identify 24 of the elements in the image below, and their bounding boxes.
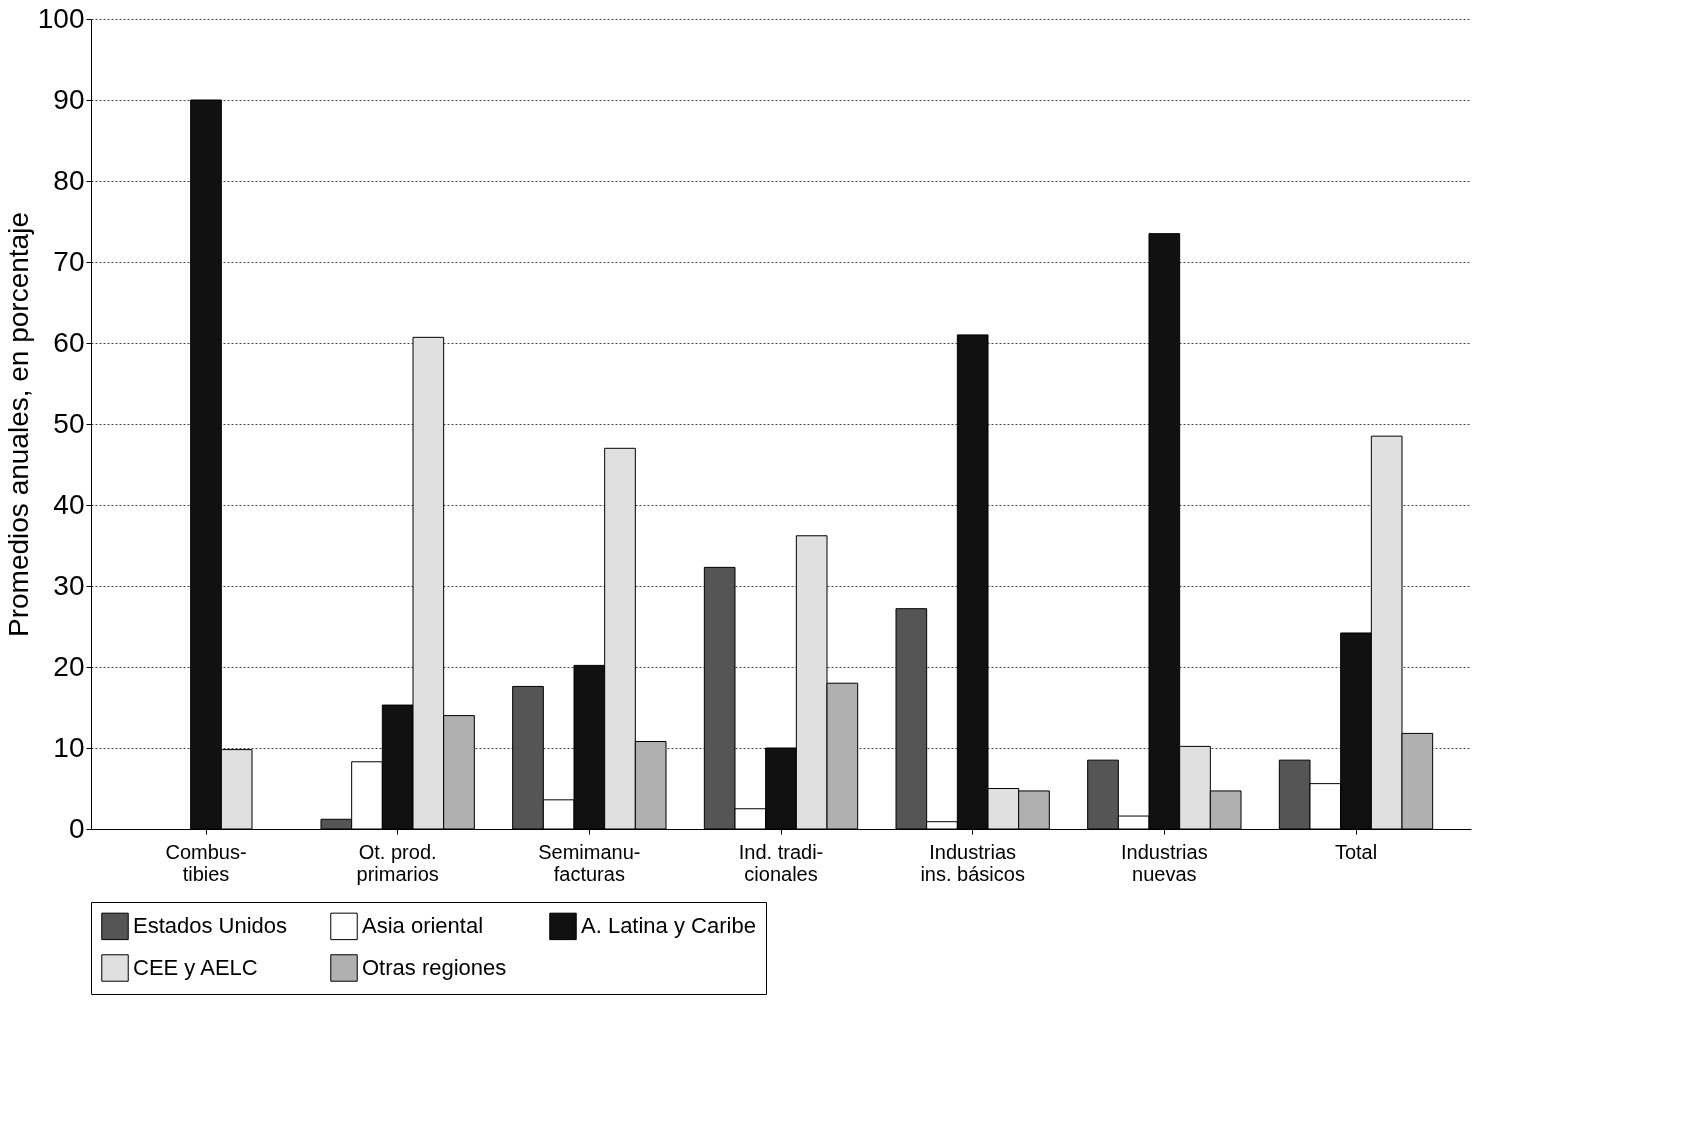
- y-tick-label: 80: [53, 164, 85, 196]
- y-tick-label: 60: [53, 326, 85, 358]
- x-tick-label: Ind. tradi- cionales: [738, 840, 824, 885]
- y-tick-label: 100: [37, 2, 85, 34]
- y-tick-label: 40: [53, 488, 85, 520]
- legend-label: CEE y AELC: [133, 955, 258, 980]
- x-tick-label: Combus- tibies: [165, 840, 247, 885]
- x-tick-label: Semimanu- facturas: [538, 840, 641, 885]
- y-tick-label: 20: [53, 650, 85, 682]
- legend-label: Otras regiones: [362, 955, 507, 980]
- x-tick-label: Ot. prod. primarios: [356, 840, 439, 885]
- legend-label: Asia oriental: [362, 913, 484, 939]
- x-tick-label: Industrias ins. básicos: [920, 840, 1025, 885]
- y-tick-label: 70: [53, 245, 85, 277]
- y-axis-title: Promedios anuales, en porcentaje: [2, 212, 34, 637]
- y-tick-label: 90: [53, 83, 85, 115]
- y-tick-label: 0: [68, 812, 85, 844]
- x-tick-label: Total: [1334, 840, 1378, 863]
- y-tick-label: 30: [53, 569, 85, 601]
- y-tick-label: 10: [53, 731, 85, 763]
- y-tick-label: 50: [53, 407, 85, 439]
- legend-label: Estados Unidos: [133, 913, 288, 939]
- x-tick-label: Industrias nuevas: [1120, 840, 1208, 885]
- legend-label: A. Latina y Caribe: [581, 913, 756, 939]
